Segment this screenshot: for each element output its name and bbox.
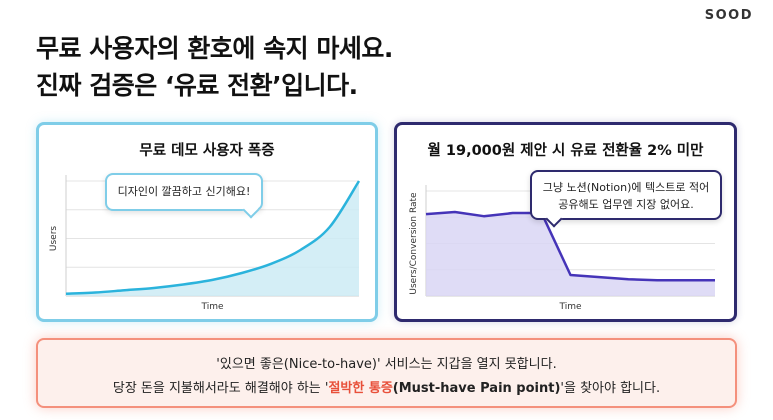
headline-line-1: 무료 사용자의 환호에 속지 마세요. [36, 34, 393, 63]
free-users-chart-x-axis-label: Time [200, 302, 223, 312]
callout-highlight: 절박한 통증 [328, 381, 393, 396]
key-message-callout: '있으면 좋은(Nice-to-have)' 서비스는 지갑을 열지 못합니다.… [36, 338, 737, 408]
paid-user-speech-bubble: 그냥 노션(Notion)에 텍스트로 적어 공유해도 업무엔 지장 없어요. [530, 170, 722, 228]
conversion-chart-area-fill [426, 212, 715, 296]
free-users-chart: Time Users [49, 175, 361, 312]
conversion-rate-chart: Time Users/Conversion Rate [409, 185, 715, 312]
free-demo-card: 무료 데모 사용자 폭증 Time Users 디자인이 깔끔하고 신기해요! [36, 122, 378, 322]
conversion-chart-x-axis-label: Time [558, 302, 581, 312]
callout-line-2: 당장 돈을 지불해서라도 해결해야 하는 '절박한 통증(Must-have P… [38, 377, 735, 396]
paid-user-quote-line-1: 그냥 노션(Notion)에 텍스트로 적어 [542, 181, 710, 194]
free-users-chart-y-axis-label: Users [49, 226, 59, 252]
conversion-chart-series-line [425, 210, 715, 282]
callout-line-1: '있으면 좋은(Nice-to-have)' 서비스는 지갑을 열지 못합니다. [216, 357, 557, 372]
callout-line-2-start: 당장 돈을 지불해서라도 해결해야 하는 ' [112, 381, 329, 396]
paid-conversion-card: 월 19,000원 제안 시 유료 전환율 2% 미만 Time Users/Co… [394, 122, 737, 322]
free-user-speech-bubble: 디자인이 깔끔하고 신기해요! [105, 173, 263, 219]
paid-user-quote-line-2: 공유해도 업무엔 지장 없어요. [558, 198, 694, 211]
free-users-chart-series-line [65, 180, 361, 295]
free-users-chart-area-fill [66, 181, 359, 296]
callout-must-have: (Must-have Pain point) [392, 381, 561, 396]
free-demo-card-title: 무료 데모 사용자 폭증 [139, 143, 275, 159]
headline-line-2: 진짜 검증은 ‘유료 전환’입니다. [36, 71, 358, 100]
free-user-quote: 디자인이 깔끔하고 신기해요! [117, 185, 251, 198]
paid-conversion-card-title: 월 19,000원 제안 시 유료 전환율 2% 미만 [427, 143, 704, 159]
conversion-chart-y-axis-label: Users/Conversion Rate [409, 192, 419, 295]
brand-logo: SOOD [704, 8, 753, 23]
page-headline: 무료 사용자의 환호에 속지 마세요. 진짜 검증은 ‘유료 전환’입니다. [36, 30, 393, 104]
callout-line-2-end: '을 찾아야 합니다. [560, 381, 661, 396]
